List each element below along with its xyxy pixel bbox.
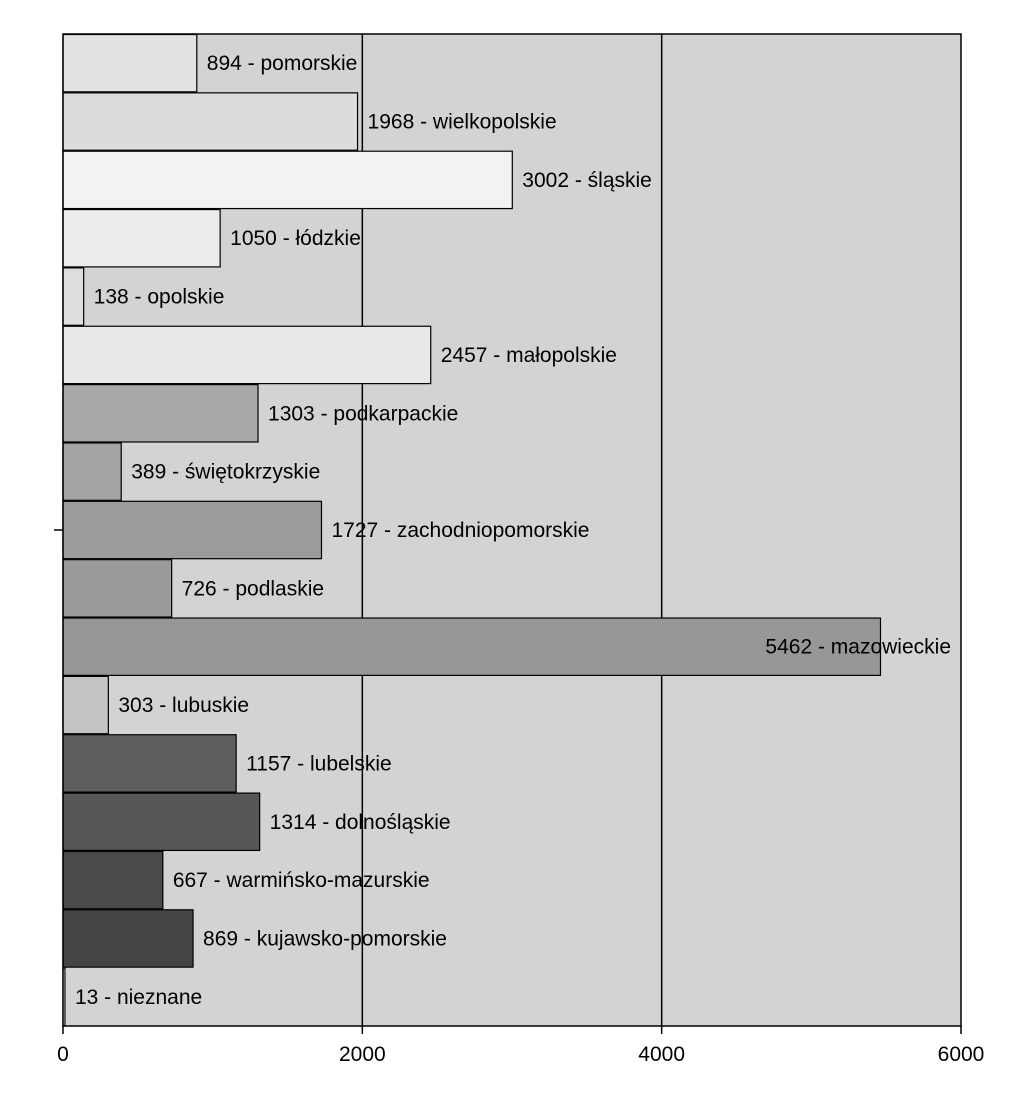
bar-labels: 894 - pomorskie 1968 - wielkopolskie 3002 … [75,52,951,1009]
bar-label: 894 - pomorskie [207,52,358,75]
bar-label: 1314 - dolnośląskie [270,811,451,834]
bar-label: 2457 - małopolskie [441,344,617,367]
bar [62,150,513,210]
bar [62,909,194,968]
bar-label: 13 - nieznane [75,986,202,1009]
x-tick-label: 0 [57,1043,69,1066]
bar [62,559,173,618]
bar-label: 1157 - lubelskie [246,752,392,775]
bar [62,500,323,560]
bars [62,33,882,1027]
bar [62,675,109,735]
bar [62,792,261,852]
bar [62,850,164,910]
bar [62,267,85,326]
bar-label: 3002 - śląskie [522,169,652,192]
bar-label: 869 - kujawsko-pomorskie [203,927,447,950]
bar [62,442,122,501]
x-tick-label: 4000 [638,1043,685,1066]
bar [62,92,359,151]
bar [62,325,432,385]
bar [62,734,237,793]
bar [62,384,259,443]
bar-label: 1050 - łódzkie [230,227,361,250]
bar-label: 1968 - wielkopolskie [368,111,557,134]
x-tick-label: 6000 [938,1043,985,1066]
bar-label: 5462 - mazowieckie [765,636,951,659]
bar-label: 303 - lubuskie [118,694,249,717]
bar-label: 667 - warmińsko-mazurskie [173,869,430,892]
bar [62,208,221,268]
bar-label: 1303 - podkarpackie [268,402,458,425]
bar-label: 726 - podlaskie [182,577,324,600]
bar-label: 138 - opolskie [94,286,225,309]
bar-label: 1727 - zachodniopomorskie [331,519,589,542]
bar-label: 389 - świętokrzyskie [131,461,320,484]
bar [62,33,198,93]
x-tick-label: 2000 [339,1043,386,1066]
x-axis: 0 2000 4000 6000 [54,529,985,1066]
bar [62,617,882,676]
